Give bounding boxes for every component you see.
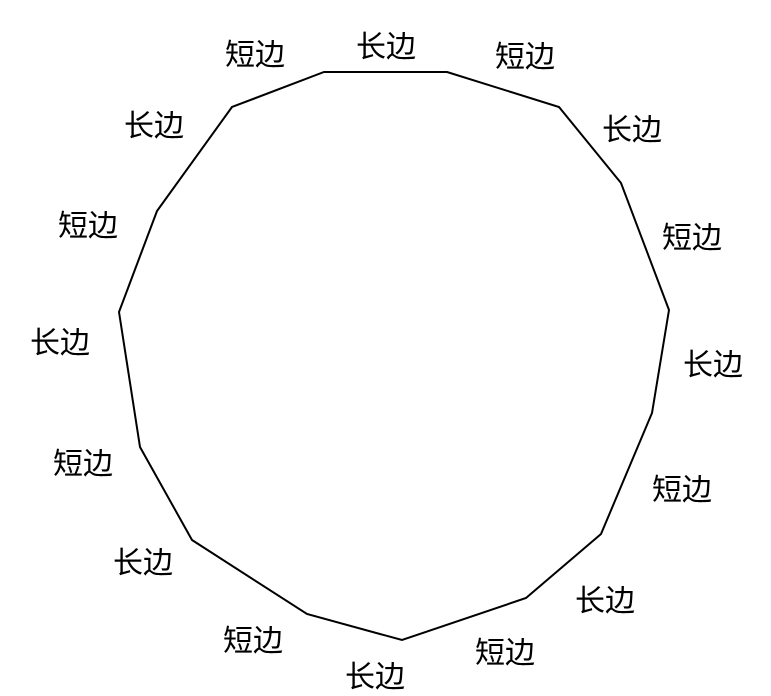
edge-label-6: 长边 bbox=[575, 576, 635, 620]
edge-label-9: 短边 bbox=[223, 616, 283, 660]
edge-label-15: 短边 bbox=[225, 30, 285, 74]
edge-label-7: 短边 bbox=[475, 628, 535, 672]
edge-label-11: 短边 bbox=[53, 439, 113, 483]
polygon-svg bbox=[0, 0, 771, 691]
edge-label-2: 长边 bbox=[602, 105, 662, 149]
edge-label-13: 短边 bbox=[58, 201, 118, 245]
edge-label-4: 长边 bbox=[683, 340, 743, 384]
edge-label-1: 短边 bbox=[495, 32, 555, 76]
edge-label-12: 长边 bbox=[30, 318, 90, 362]
polygon-shape bbox=[119, 72, 669, 640]
diagram-container: 长边短边长边短边长边短边长边短边长边短边长边短边长边短边长边短边 bbox=[0, 0, 771, 691]
edge-label-8: 长边 bbox=[345, 652, 405, 696]
edge-label-10: 长边 bbox=[113, 538, 173, 582]
edge-label-5: 短边 bbox=[652, 465, 712, 509]
edge-label-0: 长边 bbox=[356, 22, 416, 66]
edge-label-3: 短边 bbox=[662, 213, 722, 257]
edge-label-14: 长边 bbox=[124, 101, 184, 145]
